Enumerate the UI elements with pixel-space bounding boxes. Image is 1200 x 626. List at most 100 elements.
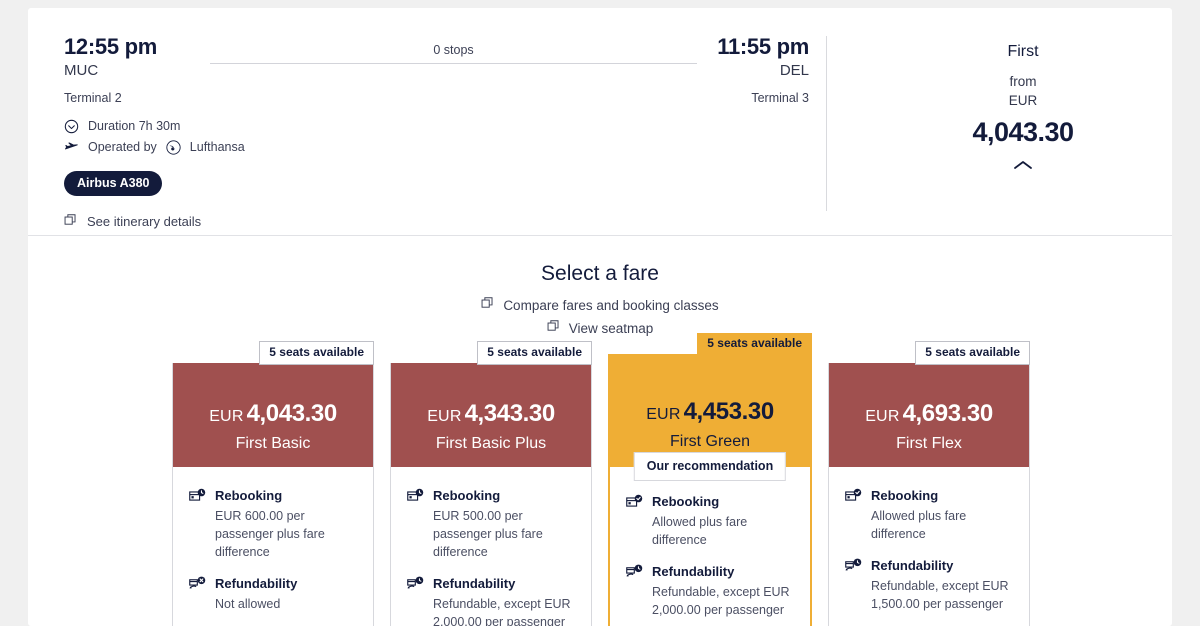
feature-description: Refundable, except EUR 2,000.00 per pass… bbox=[433, 597, 571, 626]
feature-rebooking: Rebooking EUR 500.00 per passenger plus … bbox=[407, 487, 575, 561]
operator-name: Lufthansa bbox=[189, 140, 245, 154]
feature-description: Refundable, except EUR 1,500.00 per pass… bbox=[871, 579, 1009, 611]
clock-icon bbox=[64, 119, 79, 134]
see-itinerary-details-link[interactable]: See itinerary details bbox=[64, 213, 798, 230]
header-vertical-divider bbox=[826, 36, 827, 211]
flight-header: 12:55 pm MUC Terminal 2 0 stops 11:55 pm… bbox=[28, 8, 1172, 229]
duration-label: Duration 7h 30m bbox=[88, 119, 181, 133]
fare-card-header: 5 seats available EUR 4,453.30 First Gree… bbox=[610, 333, 812, 481]
feature-text: Rebooking EUR 500.00 per passenger plus … bbox=[433, 487, 575, 561]
feature-title: Refundability bbox=[652, 564, 735, 579]
duration-row: Duration 7h 30m bbox=[64, 116, 798, 137]
open-window-icon bbox=[64, 213, 78, 230]
fare-currency: EUR bbox=[427, 408, 462, 425]
feature-description: EUR 600.00 per passenger plus fare diffe… bbox=[215, 509, 325, 559]
feature-title: Rebooking bbox=[433, 488, 501, 503]
fare-card-body: Rebooking EUR 500.00 per passenger plus … bbox=[391, 467, 591, 626]
cabin-class-label: First bbox=[1007, 43, 1039, 60]
aircraft-badge: Airbus A380 bbox=[64, 171, 163, 196]
open-window-icon bbox=[481, 296, 495, 315]
section-divider bbox=[28, 235, 1172, 236]
fare-currency: EUR bbox=[646, 406, 681, 423]
arrival-time: 11:55 pm bbox=[717, 34, 809, 59]
fare-card-body: Rebooking Allowed plus fare difference bbox=[829, 467, 1029, 613]
feature-title: Rebooking bbox=[871, 488, 939, 503]
airplane-icon bbox=[64, 140, 79, 155]
arrival-terminal: Terminal 3 bbox=[751, 91, 809, 105]
fare-price: 4,693.30 bbox=[902, 400, 994, 427]
refundability-icon bbox=[845, 557, 862, 613]
feature-rebooking: Rebooking Allowed plus fare difference bbox=[626, 493, 794, 549]
fare-card[interactable]: 5 seats available EUR 4,343.30 First Basi… bbox=[390, 341, 592, 626]
flight-path-line bbox=[210, 63, 697, 64]
fare-name: First Basic bbox=[235, 435, 311, 452]
feature-refundability: Refundability Refundable, except EUR 1,5… bbox=[845, 557, 1013, 613]
feature-text: Refundability Refundable, except EUR 2,0… bbox=[433, 575, 575, 626]
fare-card-body: Rebooking EUR 600.00 per passenger plus … bbox=[173, 467, 373, 613]
feature-text: Rebooking EUR 600.00 per passenger plus … bbox=[215, 487, 357, 561]
feature-description: Refundable, except EUR 2,000.00 per pass… bbox=[652, 585, 790, 617]
stops-indicator: 0 stops bbox=[210, 42, 697, 64]
operated-by-row: Operated by Lufthansa bbox=[64, 137, 798, 158]
fare-card-header: 5 seats available EUR 4,343.30 First Basi… bbox=[391, 341, 592, 467]
compare-fares-link[interactable]: Compare fares and booking classes bbox=[28, 296, 1172, 315]
departure-airport: MUC bbox=[64, 62, 99, 79]
feature-title: Refundability bbox=[215, 576, 298, 591]
feature-title: Refundability bbox=[871, 558, 954, 573]
feature-title: Rebooking bbox=[215, 488, 283, 503]
seats-available-badge: 5 seats available bbox=[477, 341, 592, 365]
fare-card-recommended[interactable]: 5 seats available EUR 4,453.30 First Gree… bbox=[608, 333, 812, 626]
feature-rebooking: Rebooking Allowed plus fare difference bbox=[845, 487, 1013, 543]
itinerary-summary: 12:55 pm MUC Terminal 2 0 stops 11:55 pm… bbox=[28, 34, 809, 230]
flight-meta: Duration 7h 30m Operated by bbox=[64, 116, 798, 158]
fare-price-line: EUR 4,453.30 bbox=[610, 397, 810, 430]
rebooking-icon bbox=[189, 487, 206, 561]
arrival-block: 11:55 pm DEL Terminal 3 bbox=[624, 34, 809, 106]
feature-description: Allowed plus fare difference bbox=[871, 509, 967, 541]
from-label: from bbox=[1009, 74, 1037, 89]
rebooking-icon bbox=[407, 487, 424, 561]
view-seatmap-link[interactable]: View seatmap bbox=[28, 319, 1172, 338]
fare-price-line: EUR 4,343.30 bbox=[391, 399, 591, 432]
seats-available-badge: 5 seats available bbox=[915, 341, 1030, 365]
feature-title: Rebooking bbox=[652, 494, 720, 509]
times-row: 12:55 pm MUC Terminal 2 0 stops 11:55 pm… bbox=[64, 34, 809, 108]
fare-currency: EUR bbox=[209, 408, 244, 425]
seats-available-badge: 5 seats available bbox=[697, 333, 812, 355]
fare-cards-row: 5 seats available EUR 4,043.30 First Basi… bbox=[28, 333, 1172, 626]
price-summary: First from EUR 4,043.30 bbox=[908, 41, 1138, 177]
collapse-toggle-button[interactable] bbox=[908, 159, 1138, 177]
fare-card[interactable]: 5 seats available EUR 4,043.30 First Basi… bbox=[172, 341, 374, 626]
fare-card-body: Rebooking Allowed plus fare difference bbox=[610, 467, 810, 619]
fare-card-header: 5 seats available EUR 4,043.30 First Basi… bbox=[173, 341, 374, 467]
fare-price: 4,453.30 bbox=[683, 398, 775, 425]
feature-refundability: Refundability Not allowed bbox=[189, 575, 357, 613]
departure-terminal: Terminal 2 bbox=[64, 91, 122, 105]
rebooking-icon bbox=[626, 493, 643, 549]
refundability-icon bbox=[407, 575, 424, 626]
fare-card-header: 5 seats available EUR 4,693.30 First Flex bbox=[829, 341, 1030, 467]
feature-description: EUR 500.00 per passenger plus fare diffe… bbox=[433, 509, 543, 559]
fare-name: First Green bbox=[669, 433, 750, 450]
open-window-icon bbox=[547, 319, 561, 338]
feature-text: Refundability Not allowed bbox=[215, 575, 357, 613]
fare-price-line: EUR 4,043.30 bbox=[173, 399, 373, 432]
rebooking-icon bbox=[845, 487, 862, 543]
select-a-fare-section: Select a fare Compare fares and booking … bbox=[28, 236, 1172, 338]
feature-text: Rebooking Allowed plus fare difference bbox=[871, 487, 1013, 543]
select-a-fare-title: Select a fare bbox=[541, 262, 659, 285]
feature-text: Rebooking Allowed plus fare difference bbox=[652, 493, 794, 549]
feature-refundability: Refundability Refundable, except EUR 2,0… bbox=[626, 563, 794, 619]
seats-available-badge: 5 seats available bbox=[259, 341, 374, 365]
operated-by-label: Operated by bbox=[88, 140, 157, 154]
view-seatmap-label: View seatmap bbox=[568, 321, 654, 336]
chevron-up-icon bbox=[1012, 159, 1034, 177]
fare-price: 4,043.30 bbox=[246, 400, 338, 427]
fare-currency: EUR bbox=[865, 408, 900, 425]
departure-time: 12:55 pm bbox=[64, 34, 157, 59]
feature-description: Not allowed bbox=[215, 597, 281, 611]
fare-card[interactable]: 5 seats available EUR 4,693.30 First Flex bbox=[828, 341, 1030, 626]
feature-rebooking: Rebooking EUR 600.00 per passenger plus … bbox=[189, 487, 357, 561]
fare-price-line: EUR 4,693.30 bbox=[829, 399, 1029, 432]
